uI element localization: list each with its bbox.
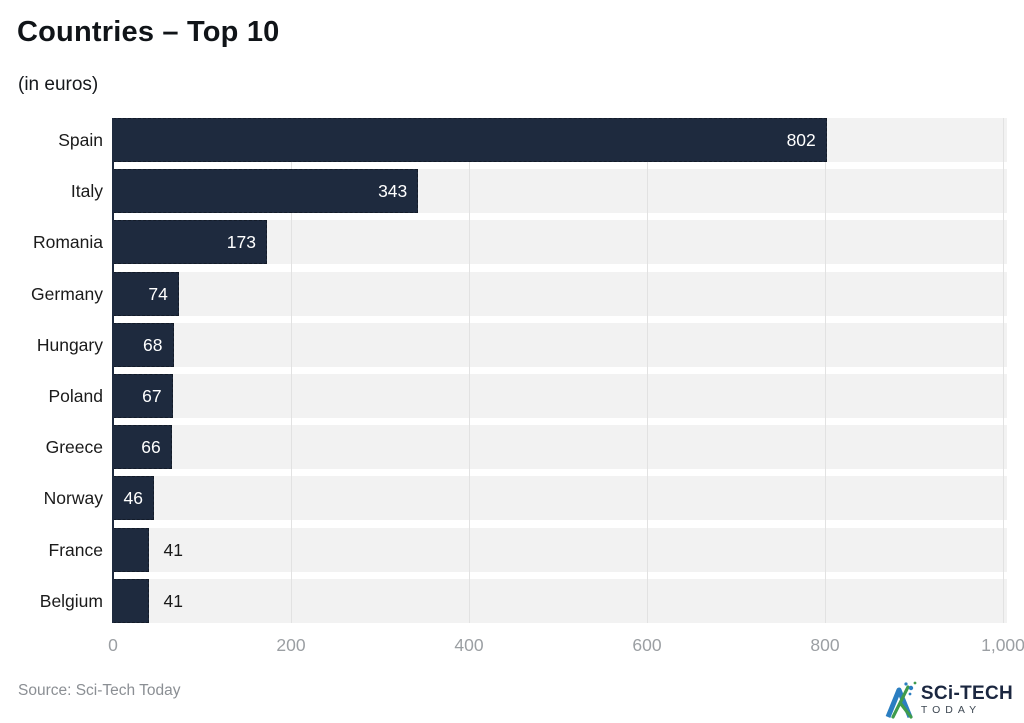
- x-tick-label: 0: [108, 635, 118, 655]
- gridline: [1003, 118, 1004, 623]
- bar: [113, 118, 827, 162]
- row-band: [113, 271, 1007, 316]
- bar-value-label: 46: [123, 488, 143, 509]
- x-tick-label: 1,000: [981, 635, 1024, 655]
- category-label: Poland: [48, 386, 104, 406]
- row-band: [113, 374, 1007, 418]
- row-band: [113, 527, 1007, 572]
- category-label: Belgium: [39, 590, 103, 611]
- bar-value-label: 74: [148, 283, 168, 304]
- category-label: Norway: [43, 488, 103, 509]
- logo-wordmark: SCi-TECH TODAY: [921, 684, 1013, 716]
- y-axis-line: [112, 118, 114, 623]
- category-label: Spain: [58, 130, 103, 150]
- category-label: Germany: [31, 283, 103, 304]
- bar: [113, 578, 150, 623]
- row-band: [113, 476, 1007, 521]
- scitech-logo-icon: [885, 681, 917, 719]
- bar-value-label: 66: [141, 437, 161, 458]
- source-text: Source: Sci-Tech Today: [18, 682, 181, 699]
- bar: [113, 169, 419, 214]
- bar-value-label: 343: [378, 181, 408, 202]
- gridline: [825, 118, 826, 623]
- bar-value-label: 41: [163, 539, 183, 560]
- bar-value-label: 68: [143, 334, 163, 355]
- gridline: [469, 118, 470, 623]
- row-band: [113, 578, 1007, 623]
- bar-value-label: 41: [163, 590, 183, 611]
- logo-line2: TODAY: [920, 704, 982, 717]
- category-label: France: [48, 539, 103, 560]
- category-label: Romania: [32, 232, 103, 253]
- x-tick-label: 600: [632, 635, 662, 655]
- scitech-today-logo: SCi-TECH TODAY: [884, 680, 1013, 720]
- bar-value-label: 67: [142, 386, 162, 406]
- bar: [113, 374, 173, 418]
- category-label: Hungary: [36, 334, 103, 355]
- logo-line1: SCi-TECH: [920, 683, 1013, 705]
- row-band: [113, 425, 1007, 470]
- bar: [113, 322, 174, 367]
- category-label: Italy: [70, 181, 103, 202]
- category-label: Greece: [45, 437, 103, 458]
- x-tick-label: 200: [276, 635, 306, 655]
- x-tick-label: 400: [454, 635, 484, 655]
- x-tick-label: 800: [810, 635, 840, 655]
- bar-value-label: 173: [226, 232, 256, 253]
- bar: [113, 425, 172, 470]
- bar: [113, 220, 267, 265]
- bar: [113, 271, 179, 316]
- bar: [113, 527, 150, 572]
- bar-chart-plot-area: Spain 802 Italy 343 Romania 173 Germany 74 Hunga…: [0, 118, 1024, 678]
- bar: [113, 476, 154, 521]
- chart-subtitle: (in euros): [18, 74, 99, 95]
- row-band: [113, 322, 1007, 367]
- gridline: [291, 118, 292, 623]
- gridline: [647, 118, 648, 623]
- chart-title: Countries – Top 10: [17, 16, 280, 48]
- bar-value-label: 802: [786, 130, 816, 150]
